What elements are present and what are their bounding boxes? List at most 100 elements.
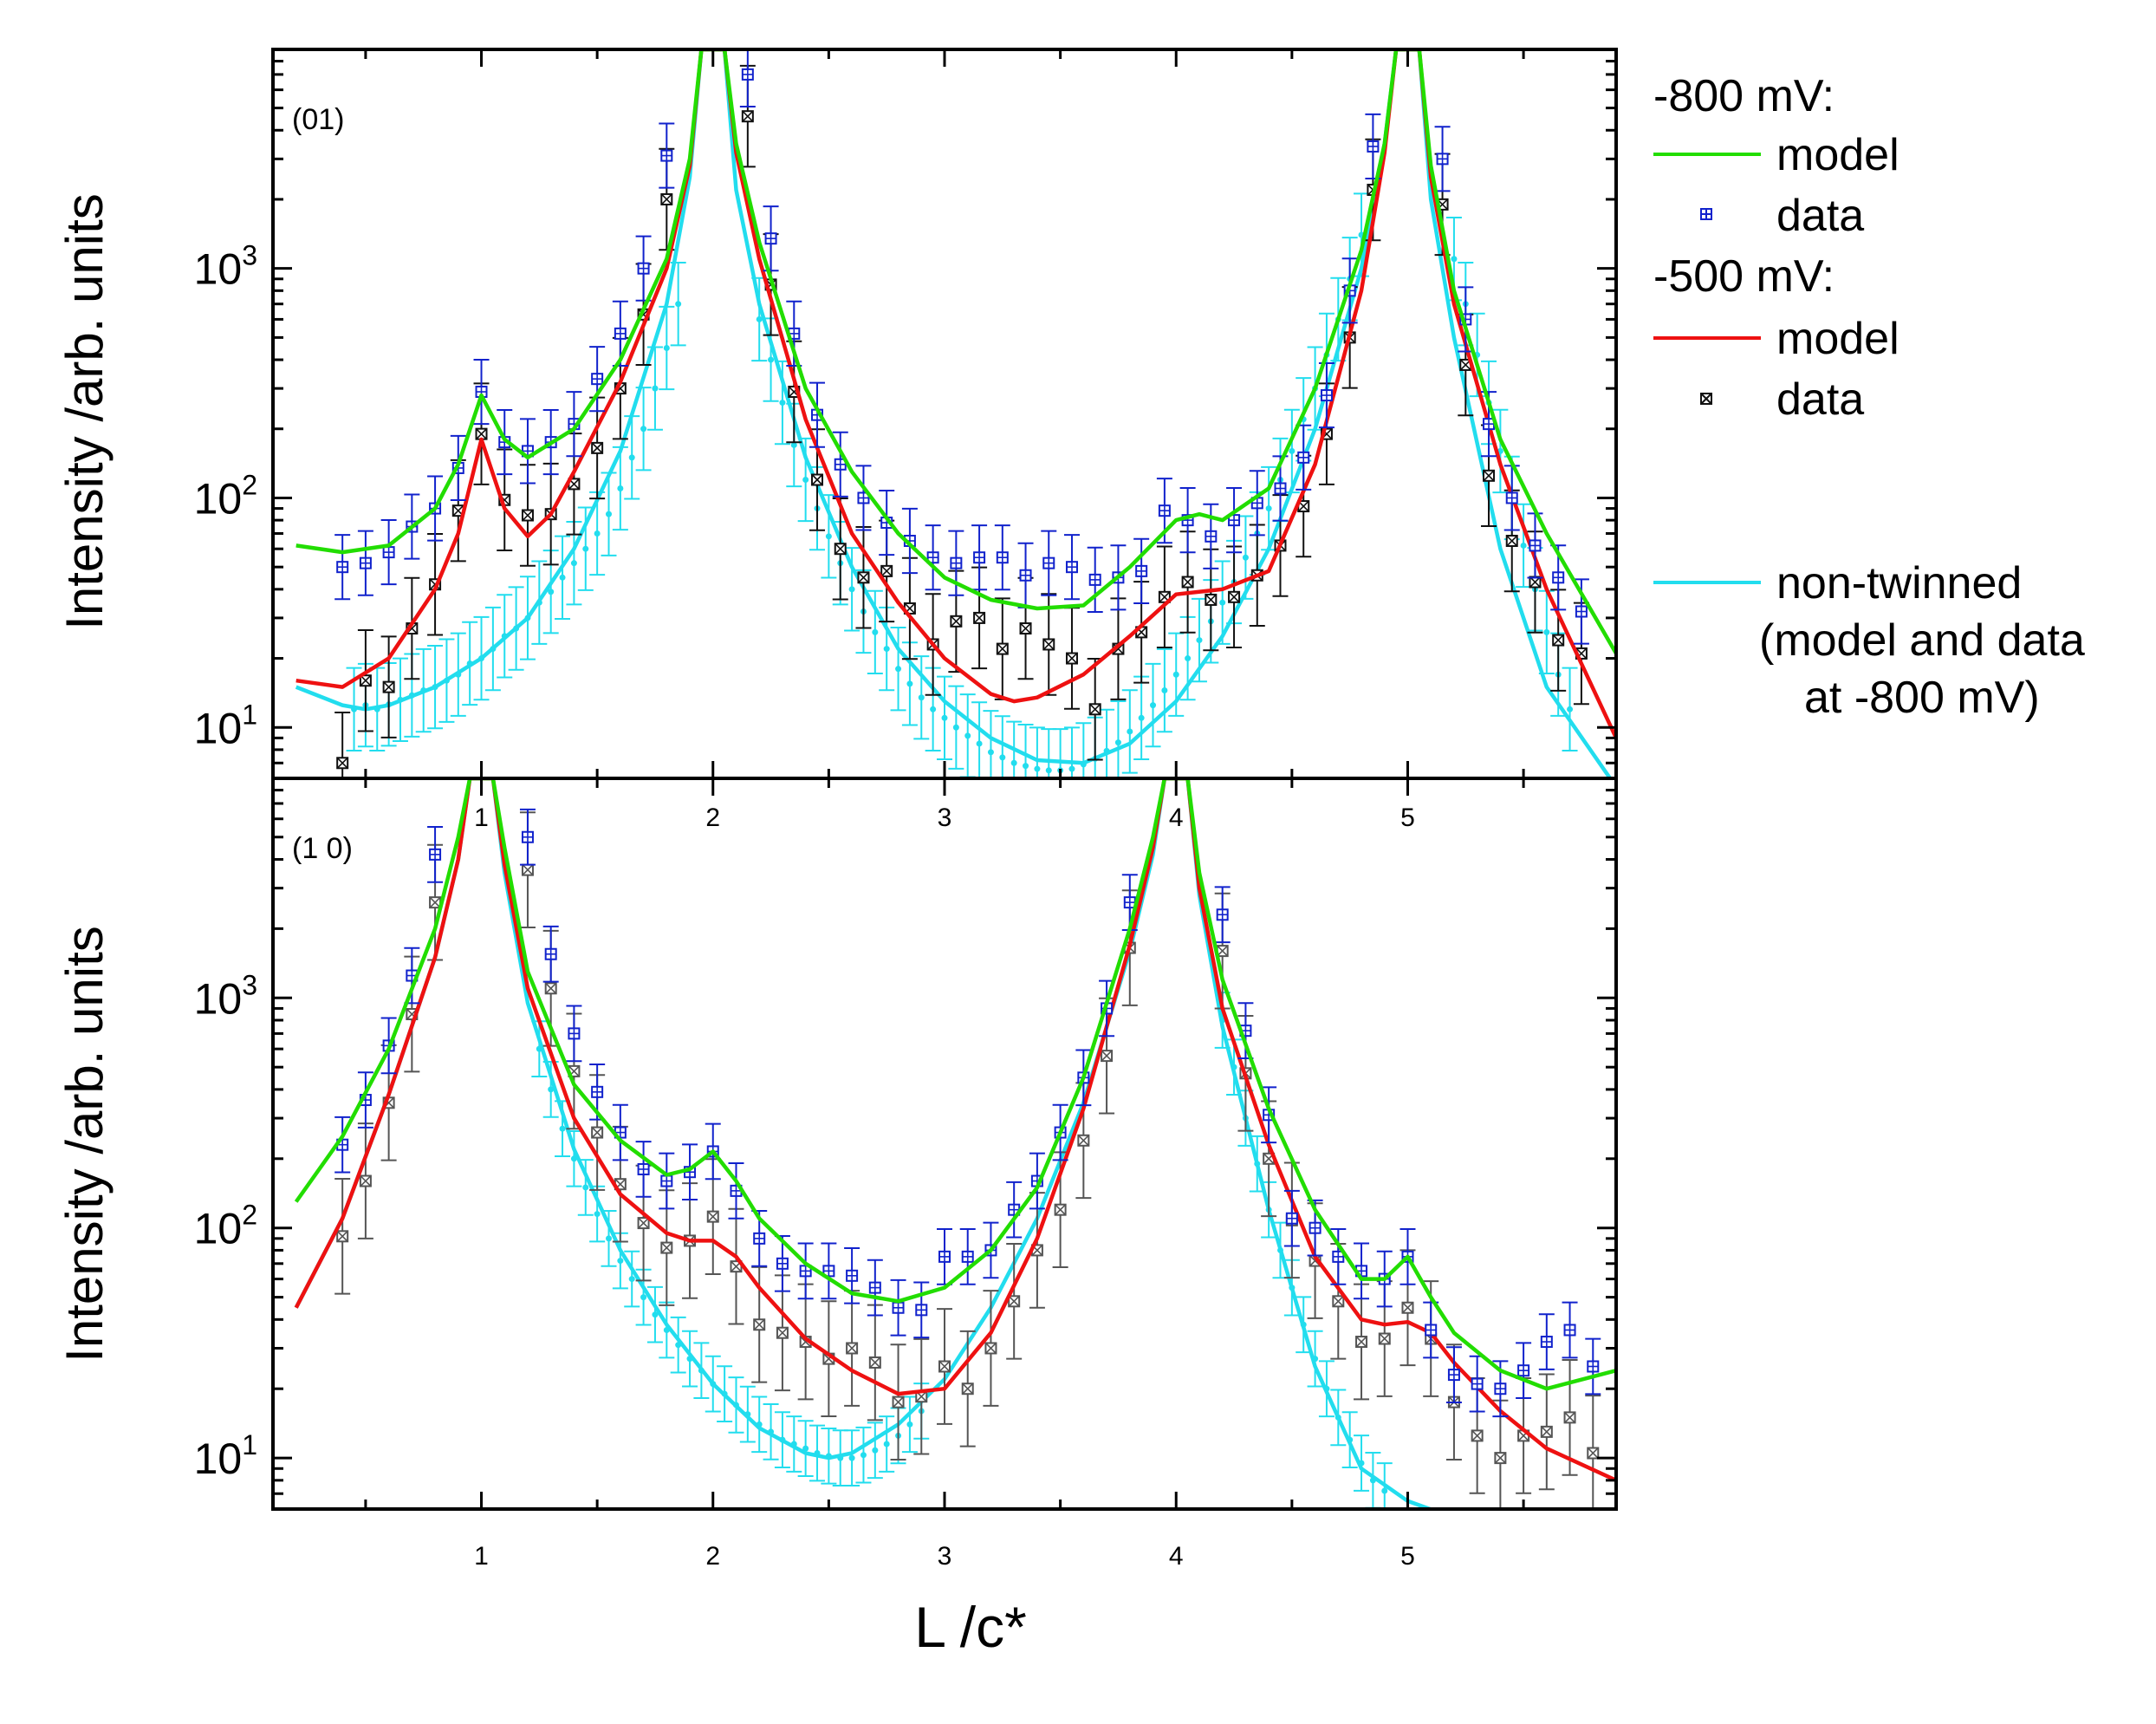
- -800-mv-data-point: [959, 1228, 976, 1285]
- legend-group1-title: -800 mV:: [1653, 71, 1835, 121]
- -500-mv-data-point: [589, 396, 606, 500]
- -800-mv-data-point: [855, 465, 872, 531]
- x-tick-label: 5: [1400, 803, 1415, 832]
- -500-mv-data-point: [937, 1308, 952, 1425]
- non-twinned-data-point: [1376, 1462, 1393, 1509]
- -800-mv-data-point: [937, 1228, 952, 1285]
- marker: [606, 511, 612, 517]
- -800-mv-data-point: [925, 524, 941, 591]
- y-tick-label: 102: [194, 1200, 257, 1253]
- marker: [1567, 706, 1574, 712]
- marker: [606, 1235, 612, 1242]
- -800-mv-data-point: [890, 1278, 906, 1337]
- non-twinned-data-point: [1261, 465, 1277, 551]
- y-axis-title-top: Intensity /arb. units: [55, 193, 114, 630]
- -800-mv-data-point: [821, 1242, 837, 1300]
- -800-mv-data-point: [1087, 546, 1103, 613]
- -800-mv-data-point: [1538, 1313, 1555, 1370]
- legend: -800 mV: model data -500 mV: model data …: [1653, 71, 2085, 723]
- marker: [952, 724, 959, 731]
- non-twinned-data-point: [751, 1395, 768, 1454]
- non-twinned-data-point: [1017, 723, 1034, 778]
- plot-area: [294, 778, 1616, 1509]
- x-tick-label: 4: [1169, 803, 1184, 832]
- marker: [976, 740, 983, 747]
- marker: [675, 301, 682, 308]
- -500-mv-data-point: [357, 1122, 373, 1239]
- marker: [1034, 765, 1041, 772]
- -500-mv-data-point: [832, 497, 848, 601]
- y-axis-title-bottom: Intensity /arb. units: [55, 926, 114, 1363]
- marker: [1219, 599, 1226, 606]
- non-twinned-data-point: [1041, 728, 1057, 778]
- -800-mv-data-point: [1226, 487, 1243, 554]
- -800-mv-data-point: [1573, 578, 1589, 645]
- -800-mv-data-point: [334, 534, 351, 601]
- -800-mv-data-point: [1318, 361, 1335, 429]
- marker: [825, 533, 832, 540]
- marker: [779, 400, 786, 407]
- non-twinned-data-point: [867, 589, 883, 675]
- marker: [906, 1421, 913, 1428]
- x-tick-label: 5: [1400, 1542, 1415, 1571]
- -800-mv-data-point: [1469, 1355, 1485, 1413]
- non-twinned-data-point: [983, 710, 999, 778]
- marker: [860, 1452, 867, 1459]
- marker: [883, 646, 890, 653]
- legend-marker-blue: [1700, 208, 1712, 220]
- -500-mv-data-point: [1562, 1359, 1578, 1476]
- -800-mv-data-point: [659, 122, 675, 189]
- -800-mv-data-point: [566, 1005, 582, 1063]
- marker: [872, 1447, 879, 1454]
- marker: [1543, 628, 1550, 635]
- legend-data-800: data: [1776, 191, 1864, 241]
- panel-top-01: 1 2 3 4 5 101 102 103 (01): [194, 48, 1618, 832]
- axis-titles: L /c* Intensity /arb. units Intensity /a…: [55, 193, 1027, 1659]
- -500-mv-data-point: [1087, 658, 1103, 761]
- -800-mv-model-line: [295, 49, 1616, 655]
- y-tick-label: 101: [194, 1429, 257, 1483]
- non-twinned-data-point: [531, 1020, 548, 1078]
- -800-mv-data-point: [797, 1242, 814, 1300]
- -500-mv-data-point: [867, 1304, 883, 1421]
- marker: [617, 485, 624, 492]
- marker: [1138, 714, 1145, 721]
- marker: [663, 345, 670, 352]
- non-twinned-data-point: [937, 675, 952, 760]
- non-twinned-data-point: [1516, 503, 1532, 589]
- marker: [1010, 759, 1017, 766]
- marker: [640, 1294, 647, 1301]
- non-twinned-data-point: [1121, 689, 1138, 774]
- legend-nontwinned-2: (model and data: [1759, 615, 2085, 666]
- marker: [570, 560, 577, 567]
- non-twinned-data-point: [913, 655, 930, 740]
- marker: [987, 749, 994, 756]
- -500-mv-data-point: [855, 526, 872, 629]
- -800-mv-data-point: [739, 49, 756, 107]
- -800-mv-data-point: [913, 1281, 930, 1339]
- non-twinned-data-point: [589, 491, 606, 576]
- non-twinned-data-point: [971, 701, 988, 778]
- marker: [1161, 687, 1168, 694]
- non-twinned-data-point: [959, 693, 976, 778]
- -800-mv-data-point: [971, 524, 988, 591]
- marker: [848, 586, 855, 593]
- legend-marker-black: [1700, 393, 1712, 405]
- -800-mv-data-point: [473, 358, 490, 426]
- -800-mv-data-point: [867, 1259, 883, 1317]
- non-twinned-data-point: [867, 1421, 883, 1480]
- -800-mv-data-point: [659, 1152, 675, 1210]
- non-twinned-data-point: [1214, 560, 1231, 645]
- marker: [895, 666, 902, 673]
- non-twinned-data-point: [670, 262, 686, 347]
- -500-mv-model-line: [294, 778, 1616, 1482]
- legend-model-800: model: [1776, 130, 1899, 180]
- non-twinned-data-point: [566, 521, 582, 606]
- -500-mv-data-point: [1226, 545, 1243, 649]
- -500-mv-data-point: [1354, 1283, 1370, 1401]
- -800-mv-data-point: [1434, 126, 1451, 192]
- non-twinned-data-point: [1156, 647, 1172, 733]
- marker: [1185, 655, 1192, 662]
- marker: [594, 1211, 601, 1218]
- x-tick-label: 2: [705, 803, 720, 832]
